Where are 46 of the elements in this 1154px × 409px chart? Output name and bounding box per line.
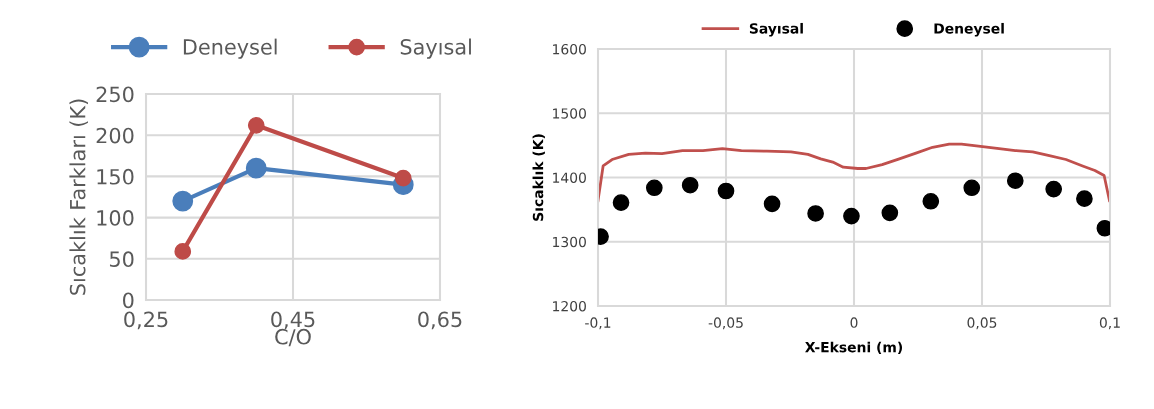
- point: [1076, 190, 1093, 208]
- x-tick-label: 0,1: [1099, 317, 1120, 330]
- point: [247, 116, 265, 134]
- x-tick-label: 0,25: [124, 311, 168, 330]
- y-axis-title: Sıcaklık (K): [532, 134, 545, 221]
- y-tick-label: 200: [96, 127, 134, 144]
- x-tick-label: -0,05: [708, 317, 743, 330]
- legend-label: Deneysel: [183, 38, 277, 59]
- point: [174, 243, 192, 260]
- point: [394, 169, 412, 187]
- x-tick-label: 0,45: [271, 311, 315, 330]
- legend-label: Sayısal: [400, 38, 471, 59]
- y-tick-label: 1600: [553, 43, 586, 55]
- y-tick-label: 1200: [553, 300, 586, 312]
- point: [881, 204, 899, 222]
- point: [843, 207, 860, 225]
- y-tick-label: 1300: [553, 236, 586, 248]
- point: [807, 205, 824, 222]
- line-series: [598, 142, 1110, 203]
- y-tick-label: 50: [109, 251, 134, 268]
- y-axis-title: Sıcaklık Farkları (K): [69, 99, 88, 295]
- x-tick-label: 0: [850, 317, 858, 328]
- x-axis-title: C/O: [275, 328, 311, 347]
- x-tick-label: 0,05: [967, 317, 997, 330]
- y-tick-label: 150: [97, 168, 134, 185]
- legend-label: Deneysel: [934, 22, 1004, 37]
- y-tick-label: 100: [97, 210, 134, 226]
- x-tick-label: 0,65: [418, 311, 462, 330]
- point: [681, 176, 699, 194]
- y-tick-label: 250: [96, 86, 134, 103]
- x-axis-title: X-Ekseni (m): [805, 341, 903, 355]
- point: [717, 182, 735, 200]
- point: [612, 194, 630, 211]
- point: [922, 192, 940, 210]
- point: [963, 179, 981, 197]
- point: [763, 195, 781, 213]
- point: [245, 157, 267, 179]
- x-tick-label: -0,1: [585, 317, 611, 330]
- point: [1045, 180, 1063, 198]
- y-tick-label: 1400: [553, 172, 586, 183]
- point: [1006, 172, 1024, 190]
- point: [645, 179, 663, 197]
- y-tick-label: 1500: [553, 108, 586, 119]
- legend-label: Sayısal: [749, 22, 803, 37]
- point: [172, 190, 194, 212]
- y-tick-label: 0: [123, 292, 134, 309]
